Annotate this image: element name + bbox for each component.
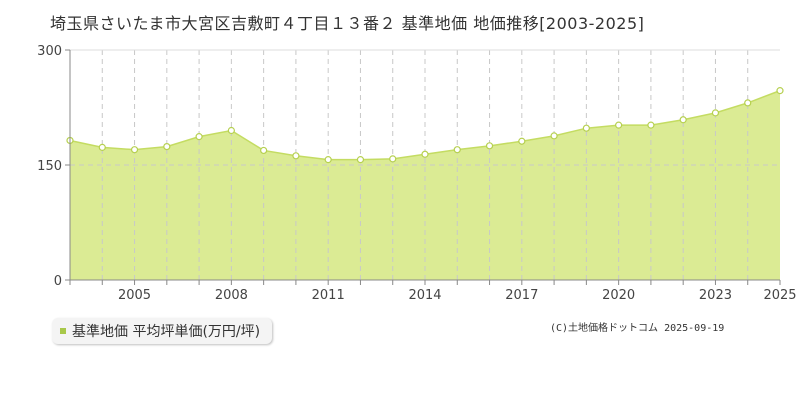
data-point-2022 xyxy=(679,116,687,124)
data-point-2006 xyxy=(163,143,171,151)
data-point-2011 xyxy=(324,156,332,164)
data-point-2019 xyxy=(582,124,590,132)
x-tick-label-2017: 2017 xyxy=(505,288,538,303)
x-tick-label-2020: 2020 xyxy=(602,288,635,303)
data-point-2016 xyxy=(485,142,494,150)
copyright-text: (C)土地価格ドットコム 2025-09-19 xyxy=(550,323,725,334)
data-point-2024 xyxy=(744,99,752,107)
data-point-2021 xyxy=(647,121,655,129)
legend-label: 基準地価 平均坪単価(万円/坪) xyxy=(72,324,261,340)
legend-swatch xyxy=(60,328,66,334)
x-tick-label-2014: 2014 xyxy=(408,288,441,303)
data-point-2005 xyxy=(130,146,139,154)
data-point-2018 xyxy=(550,132,558,140)
x-tick-label-2008: 2008 xyxy=(215,288,248,303)
data-point-2013 xyxy=(389,155,397,163)
legend: 基準地価 平均坪単価(万円/坪) xyxy=(52,318,273,344)
data-point-2020 xyxy=(615,121,623,129)
data-point-2025 xyxy=(776,87,784,95)
y-tick-label-0: 0 xyxy=(54,274,62,289)
data-point-2017 xyxy=(518,137,526,145)
data-point-2015 xyxy=(453,146,461,154)
data-point-2010 xyxy=(292,152,300,160)
x-tick-label-2025: 2025 xyxy=(763,288,796,303)
x-tick-label-2023: 2023 xyxy=(699,288,732,303)
data-point-2008 xyxy=(227,126,235,135)
x-tick-label-2005: 2005 xyxy=(118,288,151,303)
y-tick-label-150: 150 xyxy=(37,159,62,174)
y-tick-label-300: 300 xyxy=(37,44,62,59)
data-point-2012 xyxy=(356,156,365,164)
x-tick-label-2011: 2011 xyxy=(312,288,345,303)
chart-title: 埼玉県さいたま市大宮区吉敷町４丁目１３番２ 基準地価 地価推移[2003-202… xyxy=(50,14,645,33)
data-point-2014 xyxy=(421,150,429,158)
data-point-2009 xyxy=(260,146,268,155)
data-point-2023 xyxy=(711,109,720,117)
data-point-2004 xyxy=(98,143,106,151)
data-point-2007 xyxy=(195,133,203,141)
